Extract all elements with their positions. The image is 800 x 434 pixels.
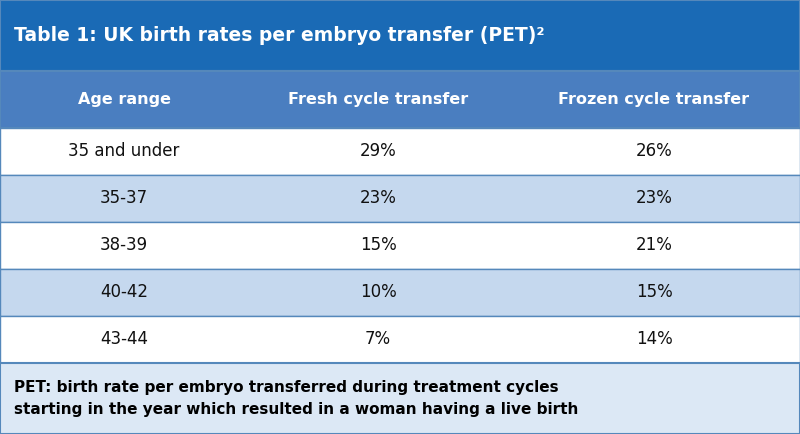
Text: 14%: 14% [636,330,672,349]
FancyBboxPatch shape [0,363,800,434]
Text: 21%: 21% [635,237,673,254]
FancyBboxPatch shape [0,269,800,316]
Text: 38-39: 38-39 [100,237,148,254]
Text: 35-37: 35-37 [100,189,148,207]
Text: 40-42: 40-42 [100,283,148,301]
FancyBboxPatch shape [0,0,800,71]
FancyBboxPatch shape [0,175,800,222]
Text: 35 and under: 35 and under [68,142,180,160]
Text: 23%: 23% [359,189,397,207]
Text: 29%: 29% [360,142,396,160]
Text: Fresh cycle transfer: Fresh cycle transfer [288,92,468,107]
FancyBboxPatch shape [0,71,800,128]
Text: 10%: 10% [360,283,396,301]
Text: Table 1: UK birth rates per embryo transfer (PET)²: Table 1: UK birth rates per embryo trans… [14,26,545,45]
Text: 26%: 26% [636,142,672,160]
Text: 43-44: 43-44 [100,330,148,349]
FancyBboxPatch shape [0,316,800,363]
Text: 7%: 7% [365,330,391,349]
FancyBboxPatch shape [0,128,800,175]
Text: Age range: Age range [78,92,170,107]
Text: 23%: 23% [635,189,673,207]
Text: PET: birth rate per embryo transferred during treatment cycles
starting in the y: PET: birth rate per embryo transferred d… [14,380,578,417]
Text: 15%: 15% [360,237,396,254]
Text: Frozen cycle transfer: Frozen cycle transfer [558,92,750,107]
Text: 15%: 15% [636,283,672,301]
FancyBboxPatch shape [0,222,800,269]
